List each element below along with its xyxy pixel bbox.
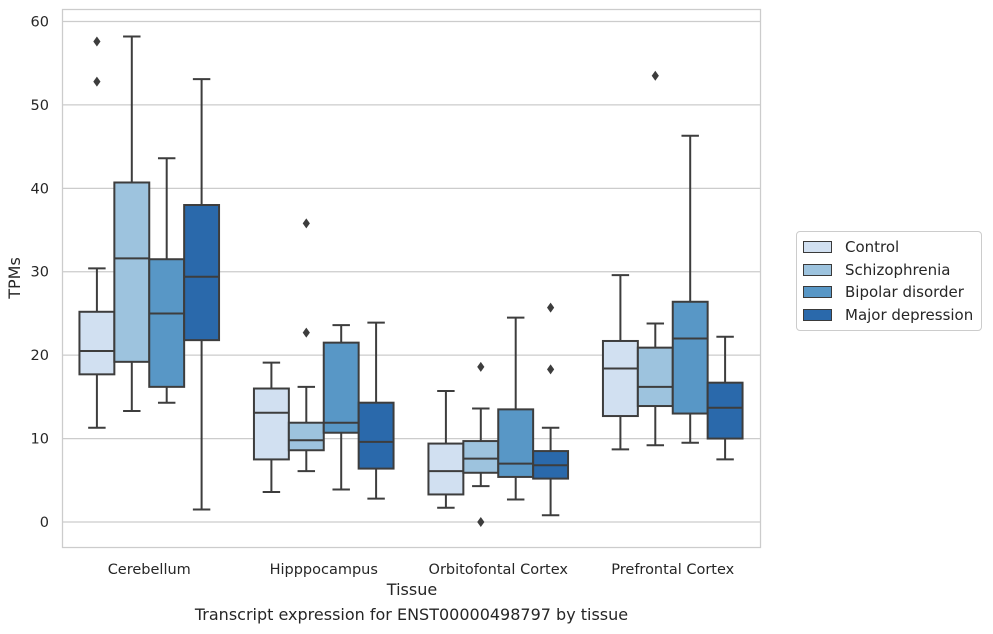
- box: [148, 258, 186, 388]
- box: [427, 442, 465, 496]
- box-group: [636, 70, 674, 447]
- y-tick-label: 20: [31, 348, 49, 364]
- box-group: [78, 36, 116, 429]
- outlier-point: [93, 36, 101, 47]
- box: [636, 346, 674, 408]
- box: [601, 339, 639, 418]
- box-group: [671, 134, 709, 444]
- box: [78, 310, 116, 376]
- legend-label: Bipolar disorder: [845, 283, 964, 302]
- box-group: [532, 302, 570, 517]
- box-group: [183, 78, 221, 511]
- legend-label: Major depression: [845, 305, 974, 324]
- box-group: [706, 335, 744, 461]
- x-tick-label: Prefrontal Cortex: [611, 562, 734, 578]
- plot-frame: [61, 8, 762, 549]
- box-group: [322, 324, 360, 491]
- box-group: [601, 274, 639, 451]
- outlier-point: [547, 364, 555, 375]
- box: [462, 440, 500, 474]
- box: [357, 401, 395, 470]
- box: [252, 387, 290, 461]
- x-tick-label: Hipppocampus: [270, 562, 378, 578]
- outlier-point: [93, 76, 101, 87]
- chart-legend: Control Schizophrenia Bipolar disorder Majo…: [796, 231, 982, 331]
- y-tick-label: 50: [31, 98, 49, 114]
- outlier-point: [302, 327, 310, 338]
- legend-label: Schizophrenia: [845, 260, 951, 279]
- y-tick-label: 40: [31, 181, 49, 197]
- legend-swatch: [803, 286, 832, 299]
- box: [497, 408, 535, 478]
- x-axis-title: Tissue: [386, 580, 437, 599]
- box-group: [427, 390, 465, 509]
- x-tick-label: Orbitofontal Cortex: [429, 562, 569, 578]
- legend-swatch: [803, 241, 832, 254]
- box-group: [357, 321, 395, 500]
- box-group: [497, 316, 535, 501]
- outlier-point: [547, 302, 555, 313]
- legend-item: Control: [797, 236, 981, 259]
- box: [287, 421, 325, 452]
- outlier-point: [477, 361, 485, 372]
- y-tick-label: 30: [31, 265, 49, 281]
- box: [113, 181, 151, 363]
- legend-swatch: [803, 308, 832, 321]
- x-tick-label: Cerebellum: [108, 562, 191, 578]
- legend-swatch: [803, 263, 832, 276]
- legend-item: Bipolar disorder: [797, 281, 981, 304]
- outlier-point: [477, 516, 485, 527]
- chart-caption: Transcript expression for ENST0000049879…: [194, 605, 629, 624]
- box-group: [113, 35, 151, 413]
- legend-label: Control: [845, 238, 900, 257]
- box-group: [462, 361, 500, 527]
- box-group: [287, 218, 325, 473]
- legend-item: Major depression: [797, 304, 981, 327]
- box: [706, 381, 744, 440]
- x-tick-labels: Cerebellum Hipppocampus Orbitofontal Corte…: [108, 562, 735, 578]
- box: [671, 300, 709, 415]
- y-tick-labels: 0 10 20 30 40 50 60: [31, 15, 49, 531]
- box-plots: [78, 35, 744, 527]
- box-group: [148, 157, 186, 404]
- outlier-point: [651, 70, 659, 81]
- y-tick-label: 0: [40, 515, 49, 531]
- outlier-point: [302, 218, 310, 229]
- box-group: [252, 361, 290, 493]
- y-tick-label: 10: [31, 432, 49, 448]
- y-tick-label: 60: [31, 15, 49, 31]
- box: [322, 341, 360, 434]
- legend-item: Schizophrenia: [797, 259, 981, 282]
- box: [183, 204, 221, 342]
- y-axis-title: TPMs: [5, 257, 24, 300]
